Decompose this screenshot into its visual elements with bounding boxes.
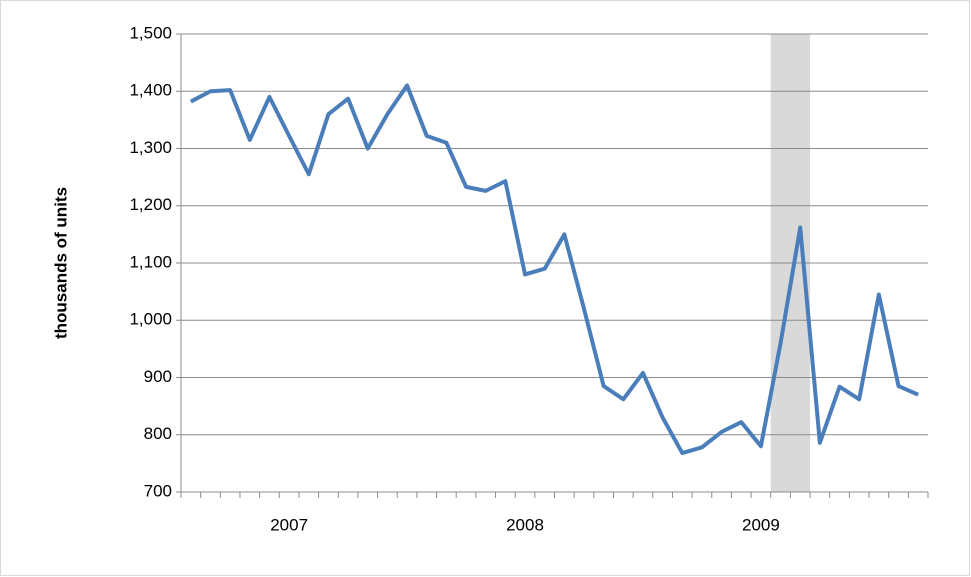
x-tick-label: 2009	[742, 515, 780, 534]
y-tick-label: 900	[144, 367, 172, 386]
y-tick-label: 1,300	[129, 138, 172, 157]
line-series	[189, 83, 919, 456]
x-tick-label: 2007	[270, 515, 308, 534]
y-axis-title: thousands of units	[51, 187, 70, 339]
y-tick-label: 1,100	[129, 252, 172, 271]
y-tick-label: 700	[144, 481, 172, 500]
y-tick-label: 1,000	[129, 310, 172, 329]
y-tick-label: 1,500	[129, 23, 172, 42]
x-tick-label: 2008	[506, 515, 544, 534]
y-tick-label: 1,200	[129, 195, 172, 214]
y-tick-label: 1,400	[129, 81, 172, 100]
y-tick-label: 800	[144, 424, 172, 443]
